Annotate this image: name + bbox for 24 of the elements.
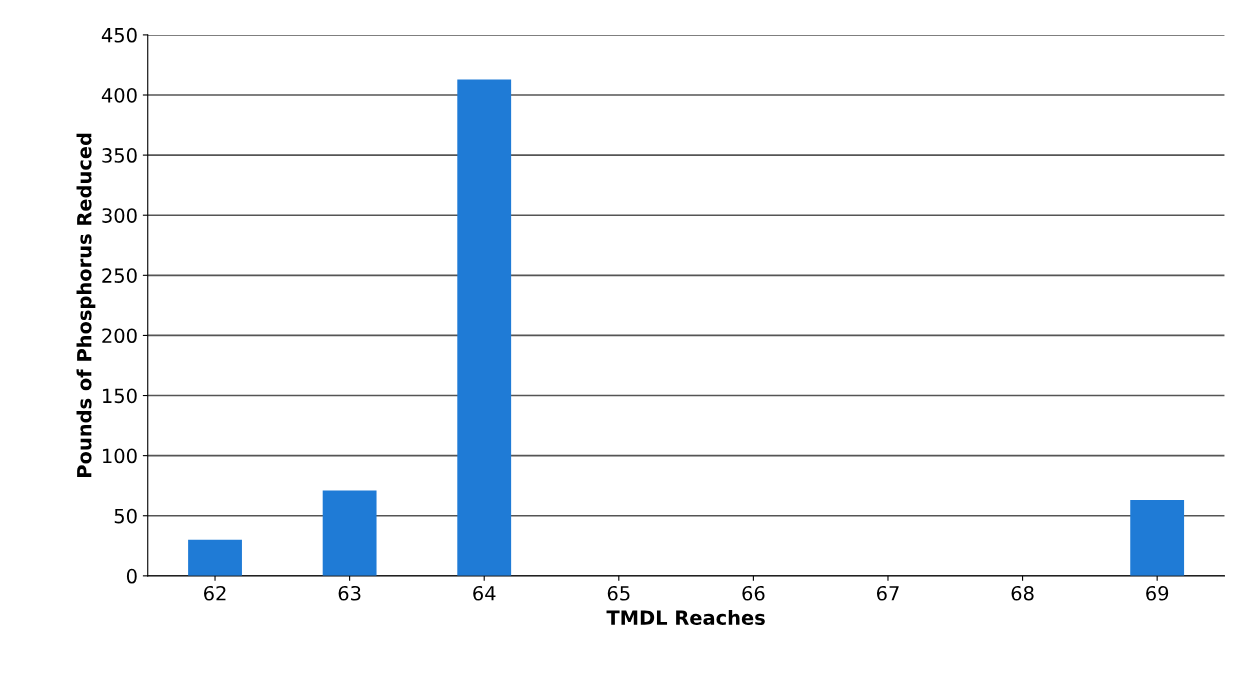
bar <box>188 539 242 576</box>
x-axis-title: TMDL Reaches <box>606 609 765 625</box>
y-tick-label: 450 <box>101 27 137 43</box>
bar <box>457 79 512 576</box>
x-tick-label: 66 <box>742 585 765 601</box>
x-tick-label: 69 <box>1146 585 1169 601</box>
y-tick-label: 300 <box>102 208 137 223</box>
bar <box>1130 500 1185 576</box>
x-tick-label: 67 <box>876 585 899 601</box>
y-tick-label: 200 <box>102 328 137 344</box>
bar <box>322 490 377 576</box>
x-tick-label: 63 <box>338 585 361 601</box>
y-tick-label: 0 <box>126 568 137 584</box>
x-tick-label: 64 <box>473 585 496 601</box>
x-tick-label: 62 <box>204 585 226 601</box>
y-tick-label: 400 <box>101 87 137 103</box>
x-tick-label: 68 <box>1011 585 1034 601</box>
y-tick-label: 100 <box>103 448 137 464</box>
y-axis-title: Pounds of Phosphorus Reduced <box>76 133 96 477</box>
y-tick-label: 250 <box>102 268 137 283</box>
y-tick-label: 150 <box>103 388 137 404</box>
y-tick-label: 350 <box>102 148 137 163</box>
y-tick-label: 50 <box>114 508 137 524</box>
x-tick-label: 65 <box>607 585 630 601</box>
